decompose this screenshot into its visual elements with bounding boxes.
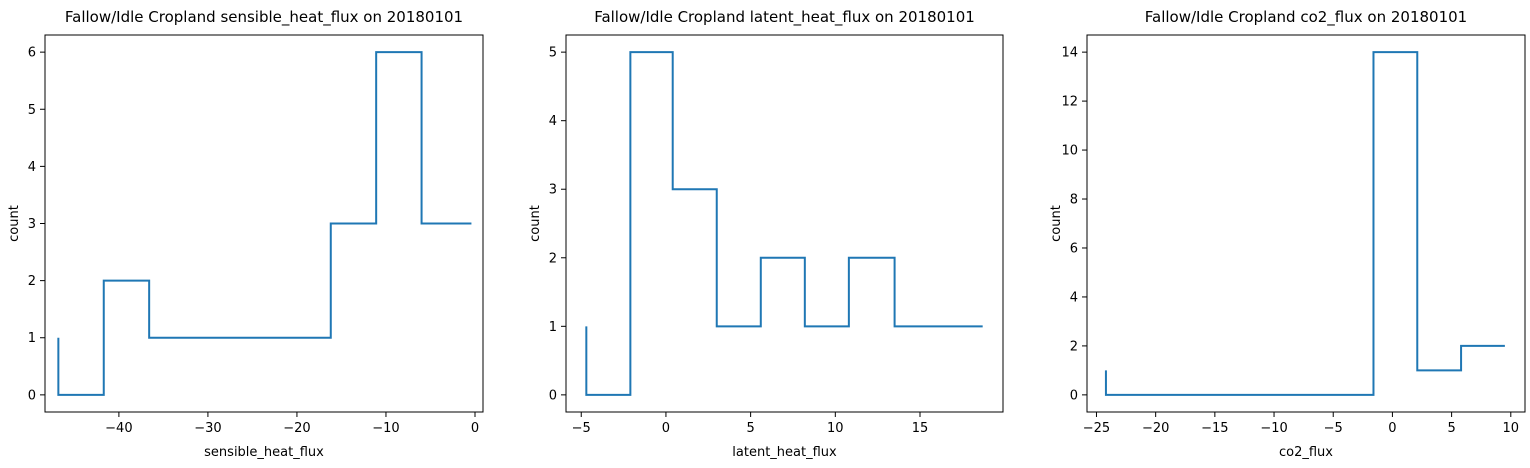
y-tick-label: 4 (1070, 290, 1078, 305)
y-axis-label: count (528, 205, 543, 242)
x-axis-label: co2_flux (1279, 445, 1333, 460)
y-tick-label: 4 (549, 114, 557, 129)
chart-panel-1: −40 −30 −20 −10 0 0 1 2 3 4 5 6 Fallow/Idle Cropland… (7, 8, 484, 460)
y-tick-label: 12 (1061, 95, 1078, 110)
x-tick-label: 10 (827, 421, 844, 436)
y-tick-label: 2 (549, 251, 557, 266)
x-tick-label: 5 (746, 421, 754, 436)
y-tick-label: 0 (1070, 388, 1078, 403)
x-tick-label: −25 (1083, 421, 1110, 436)
y-tick-label: 0 (28, 388, 36, 403)
x-tick-label: −30 (194, 421, 221, 436)
y-tick-label: 0 (549, 388, 557, 403)
x-tick-label: −5 (572, 421, 591, 436)
y-tick-label: 1 (28, 331, 36, 346)
series-line (1104, 51, 1505, 396)
x-tick-label: −10 (372, 421, 399, 436)
x-tick-label: 15 (912, 421, 929, 436)
y-tick-label: 3 (549, 183, 557, 198)
x-tick-label: 0 (1388, 421, 1396, 436)
x-tick-label: −15 (1201, 421, 1228, 436)
series-line (585, 51, 983, 396)
x-tick-label: 0 (471, 421, 479, 436)
y-tick-label: 4 (28, 160, 36, 175)
chart-panel-2: −5 0 5 10 15 0 1 2 3 4 5 Fallow/Idle Cropland laten… (528, 8, 1004, 460)
y-tick-label: 14 (1061, 46, 1078, 61)
chart-title: Fallow/Idle Cropland latent_heat_flux on… (594, 8, 975, 27)
chart-title: Fallow/Idle Cropland co2_flux on 2018010… (1145, 8, 1467, 27)
y-tick-label: 5 (549, 46, 557, 61)
x-tick-label: −20 (1142, 421, 1169, 436)
y-tick-label: 8 (1070, 193, 1078, 208)
x-tick-label: −20 (283, 421, 310, 436)
x-tick-label: 10 (1503, 421, 1520, 436)
y-tick-label: 6 (1070, 241, 1078, 256)
y-tick-label: 6 (28, 46, 36, 61)
x-tick-label: −10 (1260, 421, 1287, 436)
series-line (57, 51, 472, 396)
y-tick-label: 10 (1061, 144, 1078, 159)
x-axis-label: latent_heat_flux (732, 445, 837, 460)
y-tick-label: 3 (28, 217, 36, 232)
axes-frame (1086, 34, 1526, 413)
axes-frame (44, 34, 484, 413)
x-tick-label: −5 (1324, 421, 1343, 436)
chart-title: Fallow/Idle Cropland sensible_heat_flux … (65, 8, 463, 27)
y-tick-label: 1 (549, 320, 557, 335)
chart-panel-3: −25 −20 −15 −10 −5 0 5 10 0 2 4 6 8 10 12 14 Fallow/Idle… (1049, 8, 1526, 460)
y-tick-label: 2 (1070, 339, 1078, 354)
x-tick-label: 0 (662, 421, 670, 436)
x-axis-label: sensible_heat_flux (204, 445, 324, 460)
axes-frame (565, 34, 1004, 413)
y-axis-label: count (7, 205, 22, 242)
y-axis-label: count (1049, 205, 1064, 242)
x-tick-label: −40 (105, 421, 132, 436)
x-tick-label: 5 (1447, 421, 1455, 436)
y-tick-label: 5 (28, 103, 36, 118)
y-tick-label: 2 (28, 274, 36, 289)
